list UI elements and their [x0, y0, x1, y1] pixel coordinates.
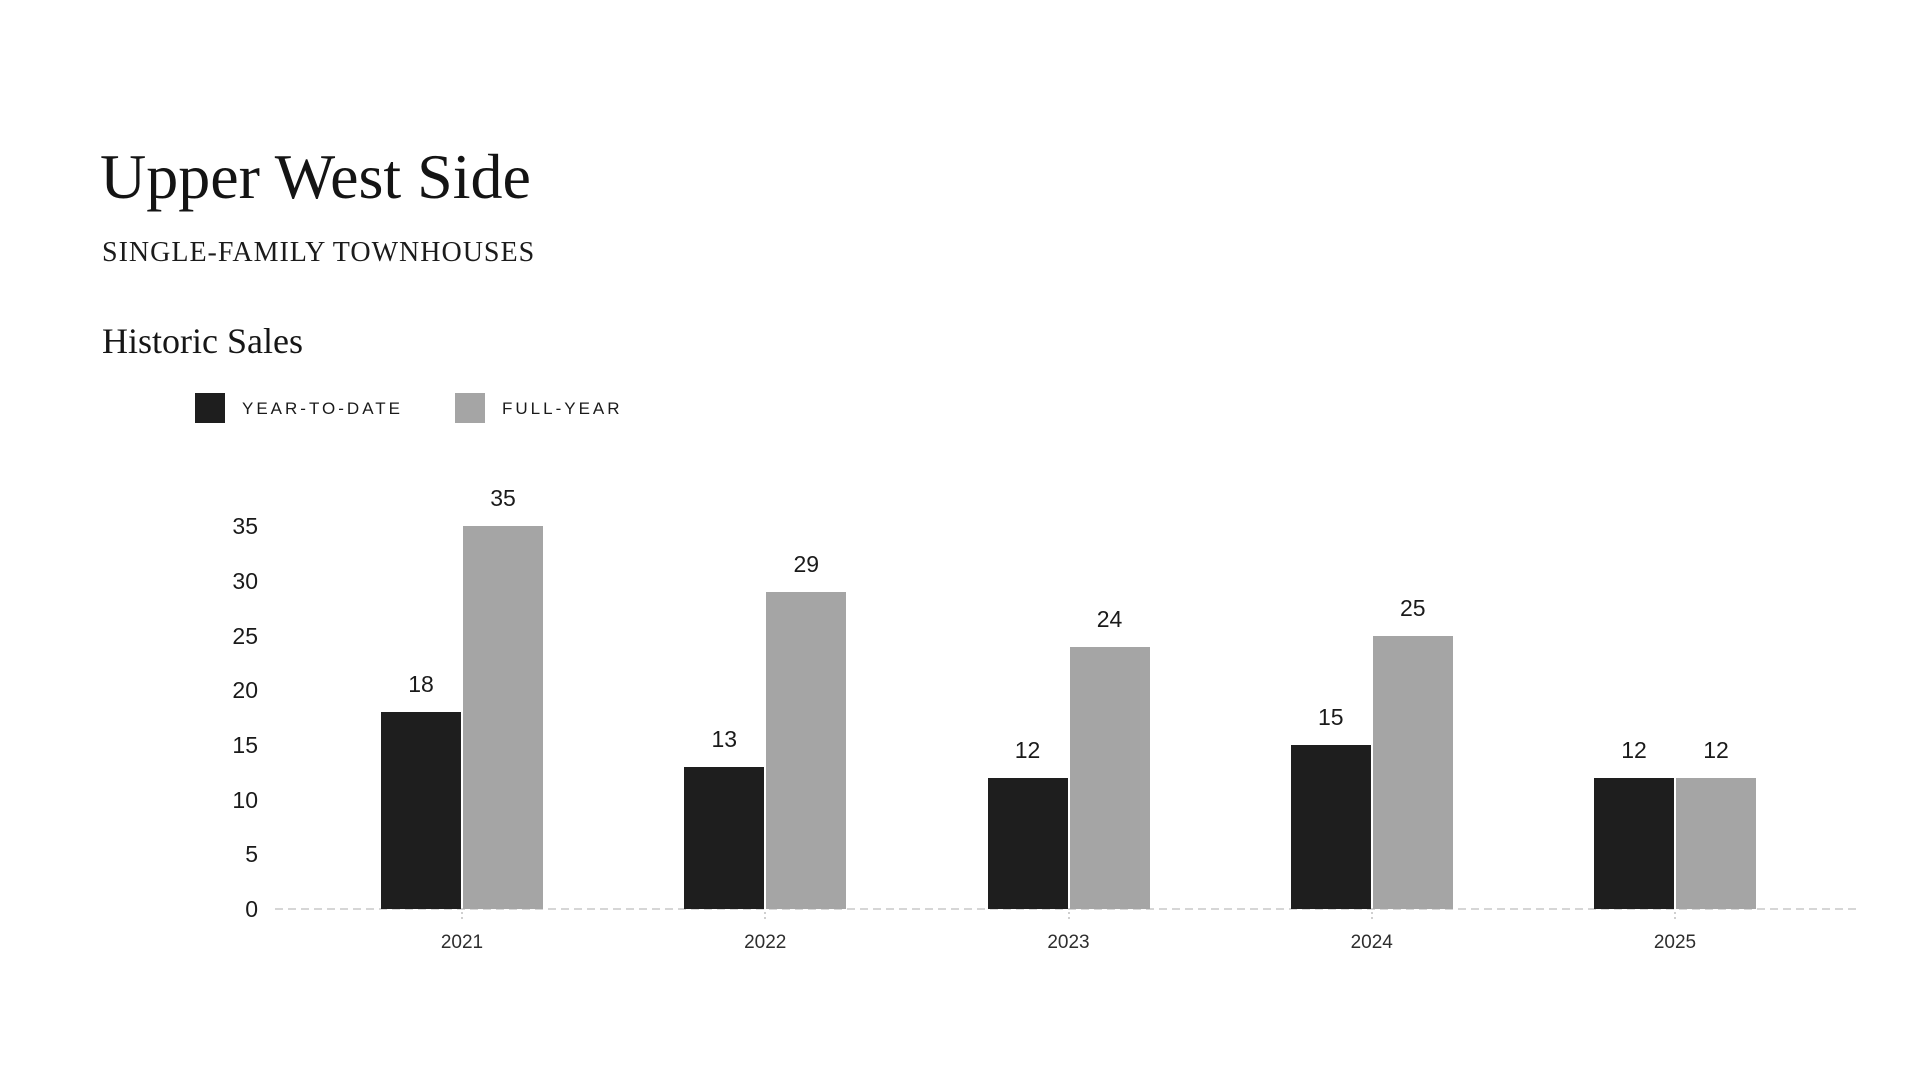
value-label-year-to-date-2021: 18 [408, 671, 434, 698]
x-axis-label-2022: 2022 [744, 932, 787, 953]
x-axis-tick-2025 [1674, 912, 1676, 921]
y-axis-label-5: 5 [245, 841, 258, 868]
legend-label-full-year: FULL-YEAR [502, 399, 623, 418]
value-label-year-to-date-2025: 12 [1621, 736, 1647, 763]
y-axis-label-10: 10 [232, 786, 258, 813]
y-axis-label-20: 20 [232, 677, 258, 704]
value-label-year-to-date-2022: 13 [711, 725, 738, 752]
x-axis-baseline [275, 908, 1858, 910]
legend-item-year-to-date: YEAR-TO-DATE [195, 393, 403, 423]
x-axis-label-2025: 2025 [1653, 932, 1697, 953]
x-axis-label-2023: 2023 [1047, 932, 1090, 953]
value-label-full-year-2025: 12 [1703, 736, 1729, 763]
legend-item-full-year: FULL-YEAR [455, 393, 623, 423]
page-subtitle: SINGLE-FAMILY TOWNHOUSES [102, 237, 536, 268]
y-axis-label-0: 0 [245, 896, 258, 922]
bar-year-to-date-2024 [1290, 745, 1371, 909]
legend-swatch-year-to-date [195, 393, 225, 423]
legend-label-year-to-date: YEAR-TO-DATE [242, 399, 403, 418]
bar-full-year-2025 [1676, 777, 1756, 909]
value-label-full-year-2023: 24 [1096, 605, 1123, 632]
bar-full-year-2023 [1069, 646, 1150, 909]
value-label-year-to-date-2023: 12 [1014, 736, 1041, 763]
bar-full-year-2024 [1372, 635, 1453, 909]
x-axis-label-2021: 2021 [440, 932, 484, 953]
bar-year-to-date-2025 [1594, 777, 1674, 909]
x-axis-label-2024: 2024 [1350, 932, 1393, 953]
legend-swatch-full-year [455, 393, 485, 423]
page-title: Upper West Side [100, 141, 531, 212]
y-axis-label-30: 30 [232, 568, 258, 595]
x-axis-tick-2021 [461, 912, 463, 921]
x-axis-tick-2022 [764, 912, 767, 921]
y-axis-label-25: 25 [232, 622, 258, 649]
value-label-full-year-2021: 35 [490, 485, 516, 512]
y-axis-label-15: 15 [232, 732, 258, 759]
bar-year-to-date-2023 [987, 777, 1068, 909]
chart-legend: YEAR-TO-DATE FULL-YEAR [195, 393, 623, 423]
bar-full-year-2022 [766, 592, 847, 909]
x-axis-tick-2024 [1370, 912, 1373, 921]
value-label-year-to-date-2024: 15 [1317, 704, 1344, 731]
bar-full-year-2021 [463, 526, 543, 909]
section-title: Historic Sales [102, 321, 303, 361]
bar-year-to-date-2021 [381, 712, 461, 909]
value-label-full-year-2024: 25 [1399, 594, 1426, 621]
y-axis-label-35: 35 [232, 513, 258, 540]
bar-year-to-date-2022 [684, 766, 765, 909]
x-axis-tick-2023 [1067, 912, 1070, 921]
value-label-full-year-2022: 29 [793, 551, 820, 578]
